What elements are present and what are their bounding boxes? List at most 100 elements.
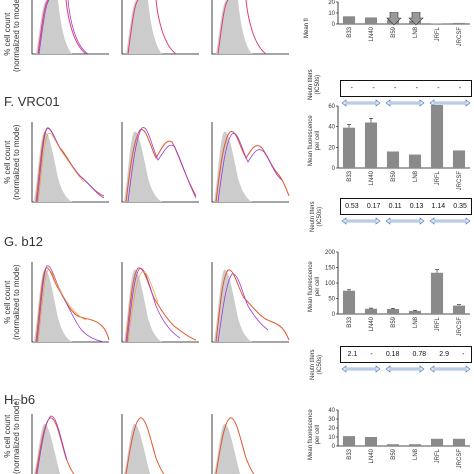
bar-LN40 bbox=[364, 308, 378, 314]
y-tick-label: 50 bbox=[328, 297, 335, 303]
category-label: JRFL bbox=[435, 448, 441, 463]
titer-value: - bbox=[393, 85, 397, 92]
titer-box-g: 2.1 - 0.18 0.78 2.9 - bbox=[340, 346, 472, 363]
category-label: LN40 bbox=[369, 448, 375, 463]
histogram-e2 bbox=[121, 0, 199, 55]
titer-arrows bbox=[341, 217, 471, 225]
bar-B59 bbox=[386, 444, 400, 446]
bar-JRFL bbox=[430, 23, 444, 24]
titer-value: 2.9 bbox=[439, 351, 449, 358]
y-tick-label: 200 bbox=[325, 250, 336, 256]
titer-value: - bbox=[415, 85, 418, 92]
histogram-e3 bbox=[211, 0, 289, 55]
bar-JRFL bbox=[430, 272, 444, 314]
bar-B33 bbox=[342, 290, 356, 314]
down-arrow-icon bbox=[386, 12, 402, 26]
category-label: LN8 bbox=[413, 170, 419, 182]
bar-JRCSF bbox=[452, 438, 466, 446]
bar-LN40 bbox=[364, 122, 378, 168]
histogram-row-e bbox=[31, 0, 289, 55]
titer-value: 0.11 bbox=[388, 203, 402, 210]
category-label: LN40 bbox=[369, 170, 375, 185]
category-label: JRFL bbox=[435, 316, 441, 331]
y-axis-label-h: % cell count (normalized to mode) bbox=[3, 398, 21, 474]
titer-value: - bbox=[350, 85, 353, 92]
category-label: LN40 bbox=[369, 26, 375, 41]
titer-value: 2.1 bbox=[347, 351, 358, 358]
y-tick-label: 10 bbox=[328, 11, 335, 17]
bar-B59 bbox=[386, 151, 400, 168]
double-arrow bbox=[385, 365, 425, 373]
category-label: B59 bbox=[391, 448, 397, 459]
y-axis-label-g: % cell count (normalized to mode) bbox=[3, 264, 21, 340]
titer-value: 0.18 bbox=[385, 351, 400, 358]
category-label: B59 bbox=[391, 316, 397, 327]
y-tick-label: 0 bbox=[332, 166, 336, 172]
bar-LN40 bbox=[364, 17, 378, 24]
histogram-h2 bbox=[121, 414, 165, 474]
bar-chart-e: 20 10 0 B33 LN40 B59 LN8 JRFL JRCSF bbox=[328, 0, 470, 47]
neut-label-e: Neutn titers (IC50s) bbox=[308, 69, 321, 100]
bar-B59 bbox=[386, 309, 400, 314]
histogram-e1 bbox=[31, 0, 109, 55]
titer-value: 0.78 bbox=[412, 351, 427, 358]
y-axis-label-e: % cell count (normalized to mode) bbox=[3, 0, 21, 72]
category-label: JRFL bbox=[435, 26, 441, 41]
category-label: LN40 bbox=[369, 316, 375, 331]
y-tick-label: 0 bbox=[332, 22, 336, 28]
titer-value: 0.35 bbox=[453, 203, 467, 210]
category-label: JRCSF bbox=[457, 27, 463, 47]
bar-chart-h: 40 30 20 10 0 B33 LN40 B59 LN8 JRFL JRCSF bbox=[328, 408, 470, 469]
down-arrow-icon bbox=[408, 12, 424, 26]
titer-arrows bbox=[341, 365, 471, 373]
bar-B33 bbox=[342, 436, 356, 446]
y-tick-label: 150 bbox=[325, 266, 336, 272]
histogram-f2 bbox=[121, 122, 199, 203]
bar-JRFL bbox=[430, 104, 444, 168]
titer-value: - bbox=[372, 85, 375, 92]
category-label: B33 bbox=[347, 26, 353, 37]
y-axis-label-f: % cell count (normalized to mode) bbox=[3, 124, 21, 200]
titer-box-f: 0.53 0.17 0.11 0.13 1.14 0.35 bbox=[340, 198, 472, 215]
panel-title-f: F. VRC01 bbox=[4, 94, 60, 109]
neut-label-g: Neutn titers (IC50s) bbox=[310, 349, 323, 380]
y-tick-label: 20 bbox=[328, 0, 335, 6]
titer-value: 0.53 bbox=[345, 203, 359, 210]
y-tick-label: 0 bbox=[332, 312, 336, 318]
histogram-h3 bbox=[211, 414, 255, 474]
double-arrow bbox=[341, 365, 381, 373]
y-tick-label: 40 bbox=[328, 408, 335, 414]
bar-B33 bbox=[342, 127, 356, 168]
panel-title-h: H. b6 bbox=[4, 392, 36, 407]
y-tick-label: 100 bbox=[325, 281, 336, 287]
titer-value: - bbox=[462, 351, 465, 358]
double-arrow bbox=[429, 99, 471, 107]
category-label: B59 bbox=[391, 170, 397, 181]
marker-arrows-e bbox=[386, 12, 424, 26]
neut-label-f: Neutn titers (IC50s) bbox=[310, 201, 323, 232]
histogram-row-h bbox=[31, 414, 255, 474]
category-label: B33 bbox=[347, 316, 353, 327]
bar-chart-g: 200 150 100 50 0 B33 LN40 B59 LN8 JRFL JRCSF bbox=[325, 250, 470, 336]
category-label: B59 bbox=[391, 26, 397, 37]
histogram-f3 bbox=[211, 122, 290, 203]
bar-JRCSF bbox=[452, 22, 466, 24]
category-label: B33 bbox=[347, 170, 353, 181]
category-label: LN8 bbox=[413, 26, 419, 38]
category-label: JRFL bbox=[435, 170, 441, 185]
y-tick-label: 20 bbox=[328, 145, 335, 151]
y-tick-label: 40 bbox=[328, 125, 335, 131]
histogram-row-f bbox=[31, 122, 290, 203]
titer-box-e: ------ bbox=[340, 80, 472, 97]
histogram-g3 bbox=[211, 262, 290, 343]
category-label: B33 bbox=[347, 448, 353, 459]
double-arrow bbox=[385, 99, 425, 107]
titer-value: 1.14 bbox=[431, 203, 446, 210]
category-label: JRCSF bbox=[457, 449, 463, 469]
bar-LN40 bbox=[364, 437, 378, 446]
double-arrow bbox=[429, 217, 471, 225]
y-tick-label: 60 bbox=[328, 104, 335, 110]
bar-JRCSF bbox=[452, 305, 466, 314]
bar-JRFL bbox=[430, 438, 444, 446]
titer-value: - bbox=[458, 85, 462, 92]
